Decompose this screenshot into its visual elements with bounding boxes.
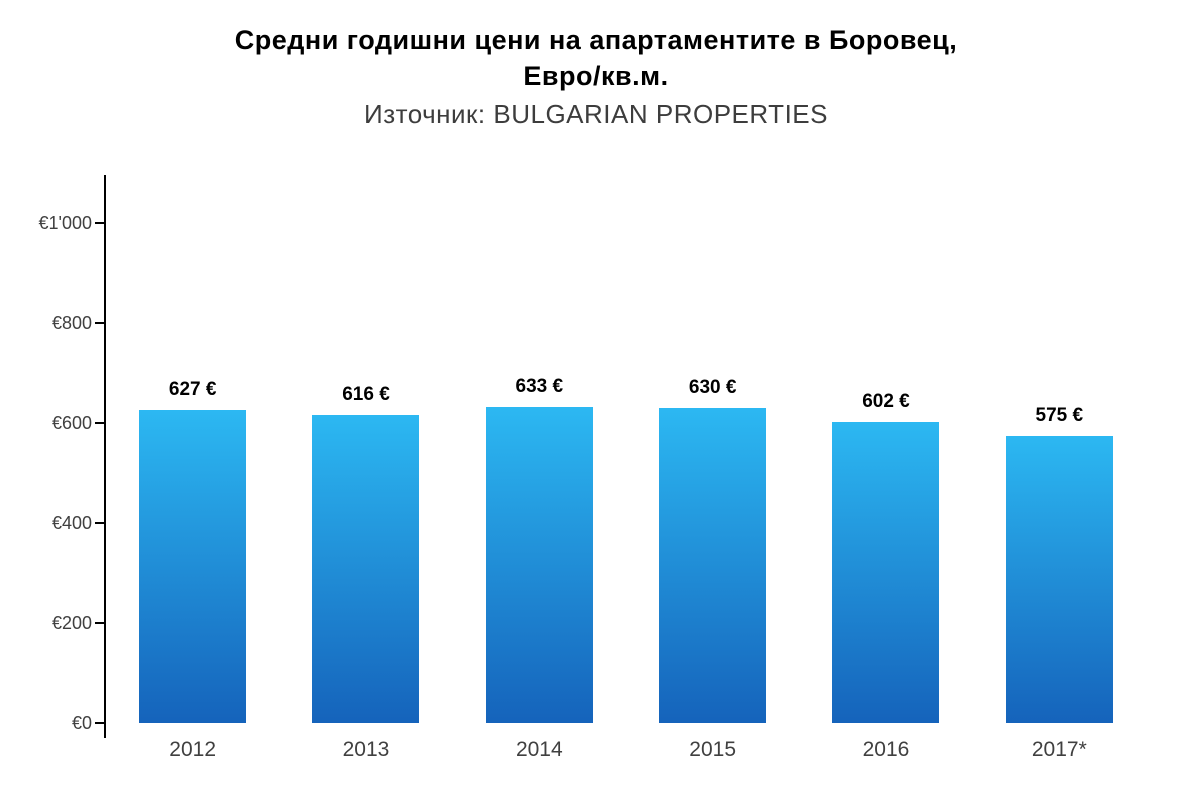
- bar-value-label: 575 €: [1035, 404, 1084, 426]
- bar-2017*: [1005, 435, 1113, 723]
- y-axis-tick-label: €800: [51, 313, 92, 333]
- y-axis-tick: [95, 222, 104, 224]
- y-axis-tick: [95, 422, 104, 424]
- bar-value-label: 627 €: [168, 378, 217, 400]
- y-axis-tick-label: €0: [71, 713, 92, 733]
- y-axis-tick: [95, 622, 104, 624]
- bar-column-2014: 633 €: [453, 223, 626, 723]
- y-axis-tick: [95, 322, 104, 324]
- y-axis-tick-label: €600: [51, 413, 92, 433]
- bar-value-label: 602 €: [862, 391, 910, 412]
- bar-column-2017*: 575 €: [973, 223, 1146, 723]
- y-axis-tick-label: €1'000: [38, 213, 93, 233]
- chart-subtitle-source: Източник: BULGARIAN PROPERTIES: [364, 98, 828, 129]
- bar-column-2012: 627 €: [106, 223, 279, 723]
- x-axis-label-2013: 2013: [342, 738, 390, 761]
- chart-header: Средни годишни цени на апартаментите в Б…: [0, 22, 1192, 132]
- bar-value-label: 616 €: [342, 384, 390, 405]
- bar-value-label: 630 €: [688, 377, 737, 398]
- bar-2012: [139, 409, 247, 723]
- x-axis-label-2016: 2016: [862, 738, 910, 761]
- y-axis-tick: [95, 522, 104, 524]
- y-axis-tick-label: €400: [51, 513, 92, 533]
- x-axis-label-2017*: 2017*: [1031, 738, 1087, 761]
- bar-2015: [659, 408, 767, 723]
- y-axis-tick: [95, 722, 104, 724]
- x-axis-labels: 2012 2013 2014 2015 2016 2017*: [106, 738, 1146, 762]
- bar-2013: [312, 415, 420, 723]
- bar-series: 627 € 616 € 633 € 630 € 602 € 575 €: [106, 223, 1146, 723]
- x-axis-label-2015: 2015: [689, 738, 736, 761]
- x-axis-label-2012: 2012: [169, 738, 217, 761]
- y-axis-line: [104, 175, 106, 738]
- y-axis-tick-label: €200: [51, 613, 92, 633]
- x-axis-label-2014: 2014: [515, 738, 563, 761]
- bar-2014: [485, 406, 593, 723]
- chart-title-line2: Евро/кв.м.: [523, 61, 669, 92]
- bar-2016: [832, 422, 940, 723]
- chart-title-line1: Средни годишни цени на апартаментите в Б…: [234, 25, 958, 55]
- bar-column-2013: 616 €: [279, 223, 452, 723]
- bar-column-2015: 630 €: [626, 223, 799, 723]
- bar-column-2016: 602 €: [799, 223, 972, 723]
- bar-value-label: 633 €: [515, 375, 564, 397]
